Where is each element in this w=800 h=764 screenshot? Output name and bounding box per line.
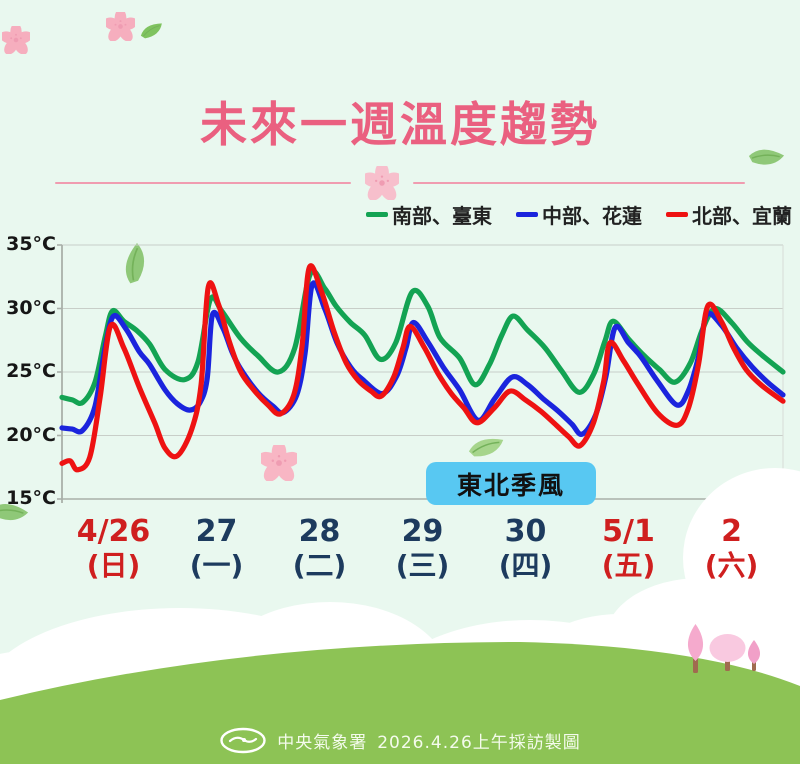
pink-tree [687,624,704,673]
legend-label: 北部、宜蘭 [692,204,792,228]
y-tick-label: 30°C [6,296,56,319]
legend-label: 南部、臺東 [392,204,492,228]
x-axis-day-label: 5/1 (五) [601,514,656,582]
pink-tree [747,640,761,671]
x-axis-day-label: 28 (二) [292,514,347,582]
pink-tree [709,634,746,671]
x-axis-day-label: 2 (六) [704,514,759,582]
title-divider [55,165,745,201]
legend-item-central: 中部、花蓮 [516,200,642,229]
divider-line [413,182,745,184]
legend-item-north: 北部、宜蘭 [666,200,792,229]
footer-note: 2026.4.26上午採訪製圖 [377,733,581,753]
page-title: 未來一週溫度趨勢 [200,98,600,153]
y-tick-label: 35°C [6,233,56,255]
x-axis-day-label: 4/26 (日) [76,514,151,582]
footer: 中央氣象署 2026.4.26上午採訪製圖 [0,727,800,754]
footer-agency: 中央氣象署 [277,733,368,753]
x-axis-day-label: 27 (一) [189,514,244,582]
legend-item-south: 南部、臺東 [366,200,492,229]
divider-line [55,182,352,184]
chart-legend: 南部、臺東 中部、花蓮 北部、宜蘭 [366,200,792,229]
x-axis-day-label: 29 (三) [395,514,450,582]
y-tick-label: 20°C [6,423,56,446]
y-tick-label: 15°C [6,487,56,509]
x-axis-day-label: 30 (四) [498,514,553,582]
cwa-logo-icon [220,727,266,754]
legend-dash-red [666,212,688,217]
northeast-monsoon-badge: 東北季風 [426,462,596,505]
legend-dash-green [366,212,388,217]
y-tick-label: 25°C [6,360,56,382]
legend-dash-blue [516,212,538,217]
green-hill [0,642,800,764]
legend-label: 中部、花蓮 [542,204,642,228]
